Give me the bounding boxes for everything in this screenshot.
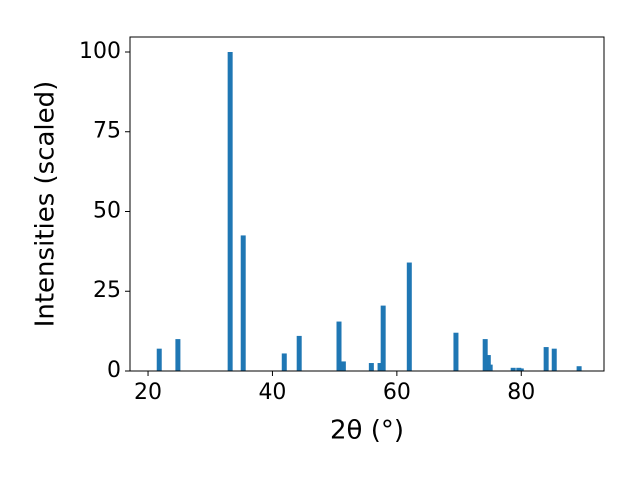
bar [543,347,549,371]
bar [551,348,557,371]
bar [156,348,162,371]
y-tick-label: 0 [107,358,121,383]
bar [482,339,488,371]
bar [175,339,181,371]
bar [487,364,493,371]
bar [380,305,386,371]
bar [340,361,346,371]
bar [485,355,491,371]
bar [281,353,287,371]
x-axis-label: 2θ (°) [330,416,404,446]
x-tick-label: 80 [507,380,535,405]
bar [368,363,374,371]
x-tick-label: 40 [258,380,286,405]
y-axis-label: Intensities (scaled) [31,81,61,328]
bar [406,262,412,371]
bar [510,367,516,371]
y-tick-label: 100 [79,39,121,64]
bar [377,363,383,371]
bar [296,335,302,371]
y-tick-label: 25 [93,278,121,303]
bar [227,51,233,371]
y-tick-label: 75 [93,119,121,144]
plot-frame [129,36,605,372]
bar [336,321,342,371]
bar [518,368,524,371]
bar [240,235,246,371]
x-tick-label: 60 [383,380,411,405]
bar [453,332,459,371]
x-tick-label: 20 [134,380,162,405]
y-tick-label: 50 [93,198,121,223]
bar [576,366,582,371]
